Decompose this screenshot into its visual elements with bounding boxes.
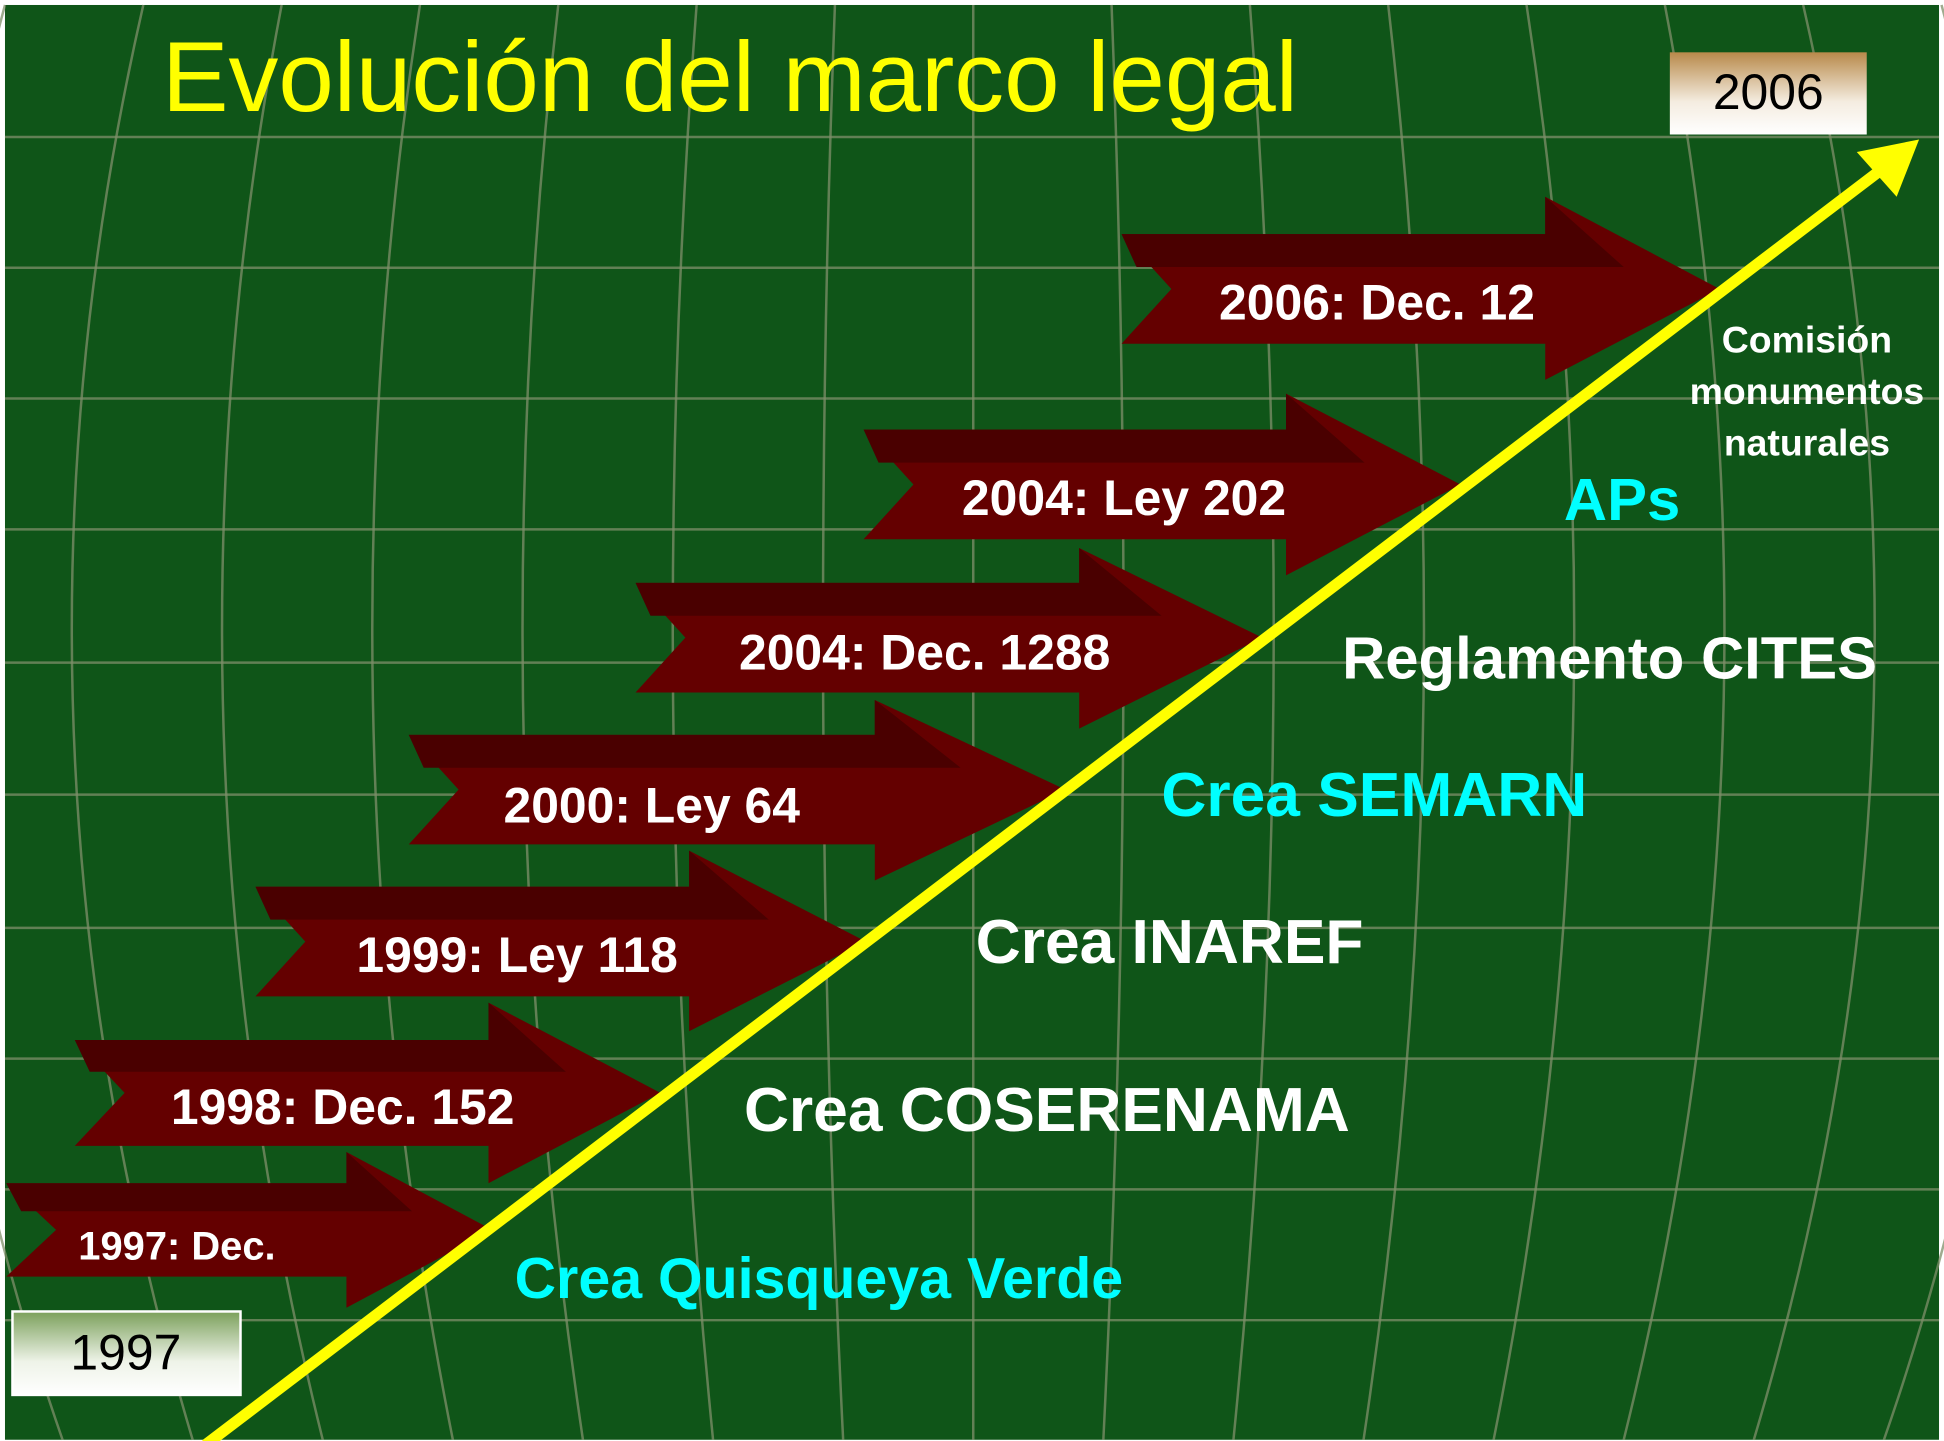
event-arrows: 1997: Dec. Crea Quisqueya Verde 1998: Dec.… (6, 196, 1925, 1311)
event-description: naturales (1724, 422, 1890, 464)
grid-curve (671, 4, 715, 1440)
end-year-box (1669, 52, 1867, 135)
grid-curve (1362, 4, 1426, 1440)
event-description: Crea Quisqueya Verde (515, 1247, 1123, 1311)
arrow-shade (255, 850, 769, 920)
arrow-label: 2004: Dec. 1288 (739, 625, 1110, 681)
arrow-shade (408, 699, 961, 768)
timeline-line (202, 164, 1886, 1441)
grid-curve (1232, 4, 1275, 1440)
start-year-box (11, 1310, 242, 1397)
grid-curve (1752, 4, 1876, 1441)
start-year: 1997 (70, 1324, 181, 1380)
grid-curve (821, 4, 845, 1440)
timeline-head (1856, 139, 1920, 197)
event-description: Crea INAREF (976, 908, 1364, 977)
arrow-label: 2004: Ley 202 (962, 470, 1286, 526)
arrow-label: 1998: Dec. 152 (171, 1079, 515, 1135)
grid-curve (521, 4, 585, 1440)
event-description: Comisión (1722, 318, 1892, 360)
event-description: APs (1564, 466, 1680, 533)
arrow-shade (74, 1002, 566, 1072)
grid-curve (1102, 4, 1125, 1440)
arrow-label: 1999: Ley 118 (356, 927, 677, 983)
arrow-shade (6, 1152, 413, 1212)
end-year: 2006 (1713, 64, 1824, 120)
grid-curve (1622, 4, 1726, 1441)
arrow-label: 2006: Dec. 12 (1219, 275, 1535, 331)
title: Evolución del marco legal (162, 22, 1298, 133)
arrow-shade (635, 548, 1162, 616)
arrow-label: 2000: Ley 64 (503, 778, 800, 834)
arrow-shade (1121, 196, 1624, 268)
event-description: monumentos (1690, 370, 1925, 412)
event-description: Reglamento CITES (1342, 624, 1877, 691)
arrow-label: 1997: Dec. (78, 1225, 275, 1269)
event-description: Crea SEMARN (1161, 761, 1587, 830)
arrow-shade (863, 393, 1365, 463)
event-description: Crea COSERENAMA (744, 1076, 1350, 1145)
